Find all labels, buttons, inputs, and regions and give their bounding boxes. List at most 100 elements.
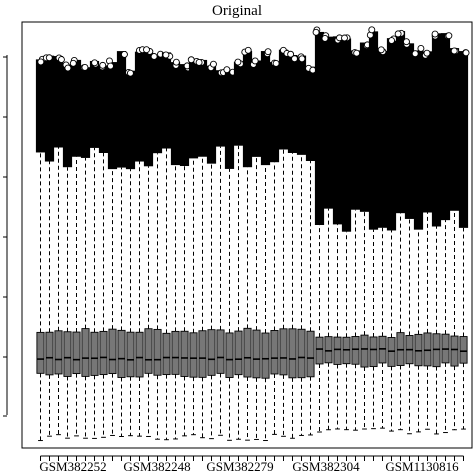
- outlier-5-1: [81, 63, 89, 71]
- outlier-15-1: [172, 58, 180, 66]
- iqr-box-12: [144, 328, 153, 374]
- box-4: [69, 56, 82, 437]
- iqr-box-36: [360, 334, 369, 368]
- iqr-box-20: [216, 329, 225, 374]
- boxes: [35, 26, 470, 442]
- iqr-box-24: [252, 329, 261, 379]
- box-43: [421, 49, 433, 430]
- chart-title: Original: [212, 3, 262, 19]
- outlier-1-1: [45, 54, 53, 62]
- box-23: [241, 46, 253, 441]
- box-38: [377, 46, 388, 429]
- box-10: [125, 68, 136, 437]
- outlier-42-1: [411, 50, 419, 58]
- box-9: [116, 50, 128, 438]
- outlier-band-45: [440, 33, 451, 221]
- outlier-band-29: [296, 55, 307, 155]
- iqr-box-0: [36, 331, 45, 374]
- box-31: [312, 26, 325, 433]
- outlier-28-1: [287, 50, 295, 58]
- outlier-band-37: [368, 31, 379, 230]
- box-14: [161, 51, 174, 441]
- outlier-band-6: [89, 60, 100, 148]
- outlier-band-43: [422, 51, 433, 213]
- outlier-band-36: [359, 42, 370, 212]
- x-tick-label-1: GSM382248: [123, 459, 190, 474]
- outlier-band-44: [431, 33, 442, 227]
- box-42: [411, 45, 425, 433]
- iqr-box-3: [63, 331, 72, 377]
- outlier-band-31: [314, 31, 325, 226]
- iqr-box-17: [189, 332, 198, 378]
- outlier-24-1: [251, 57, 259, 65]
- outlier-band-18: [197, 59, 208, 157]
- outlier-band-1: [44, 55, 55, 162]
- box-47: [458, 49, 470, 430]
- outlier-band-3: [62, 64, 73, 168]
- outlier-19-1: [210, 60, 217, 68]
- box-20: [215, 69, 227, 436]
- box-36: [359, 41, 371, 430]
- box-12: [143, 46, 154, 437]
- outlier-band-5: [80, 67, 91, 158]
- outlier-10-1: [126, 69, 134, 77]
- outlier-band-0: [35, 59, 46, 153]
- outlier-band-21: [224, 70, 235, 169]
- outlier-4-1: [69, 59, 77, 67]
- outlier-34-1: [341, 34, 348, 42]
- outlier-42-0: [417, 45, 425, 52]
- outlier-band-12: [143, 50, 154, 167]
- box-11: [134, 46, 146, 437]
- outlier-band-8: [107, 62, 118, 170]
- box-22: [233, 58, 244, 440]
- outlier-39-1: [388, 37, 396, 44]
- outlier-band-2: [53, 56, 64, 148]
- box-25: [260, 48, 272, 442]
- iqr-box-39: [387, 337, 396, 367]
- outlier-3-1: [64, 64, 72, 72]
- outlier-25-1: [264, 48, 272, 56]
- box-1: [42, 54, 55, 437]
- iqr-box-43: [423, 332, 432, 367]
- iqr-box-32: [324, 336, 333, 364]
- outlier-26-1: [272, 60, 280, 67]
- iqr-box-15: [171, 330, 180, 375]
- outlier-band-46: [449, 48, 460, 211]
- plot-frame: [21, 21, 473, 449]
- iqr-box-4: [72, 331, 81, 375]
- box-35: [350, 49, 361, 431]
- box-28: [287, 50, 299, 439]
- iqr-box-47: [459, 336, 468, 364]
- iqr-box-23: [243, 327, 252, 378]
- iqr-box-29: [297, 328, 306, 379]
- box-39: [386, 35, 398, 432]
- iqr-box-30: [306, 330, 315, 378]
- box-24: [249, 57, 262, 440]
- iqr-box-37: [369, 336, 378, 368]
- box-41: [403, 38, 415, 435]
- iqr-box-5: [81, 328, 90, 377]
- box-46: [449, 47, 460, 431]
- outlier-band-22: [233, 61, 244, 146]
- iqr-box-21: [225, 332, 234, 378]
- outlier-8-1: [107, 62, 114, 70]
- outlier-band-24: [251, 60, 262, 157]
- box-0: [35, 55, 46, 442]
- outlier-band-33: [332, 36, 343, 225]
- iqr-box-31: [315, 336, 324, 365]
- iqr-box-18: [198, 330, 207, 378]
- box-6: [89, 59, 100, 439]
- outlier-9-1: [120, 50, 128, 58]
- box-5: [80, 63, 91, 439]
- outlier-band-26: [269, 62, 280, 163]
- x-axis: GSM382252 GSM382248 GSM382279 GSM382304 GSM1…: [39, 455, 464, 474]
- iqr-box-25: [261, 332, 270, 379]
- outlier-band-34: [341, 38, 352, 232]
- outlier-band-40: [395, 31, 406, 214]
- iqr-box-7: [99, 330, 108, 376]
- outlier-band-10: [125, 70, 136, 170]
- outlier-14-1: [162, 51, 170, 59]
- iqr-box-13: [153, 328, 162, 376]
- outlier-29-1: [298, 55, 306, 63]
- iqr-box-26: [270, 330, 279, 375]
